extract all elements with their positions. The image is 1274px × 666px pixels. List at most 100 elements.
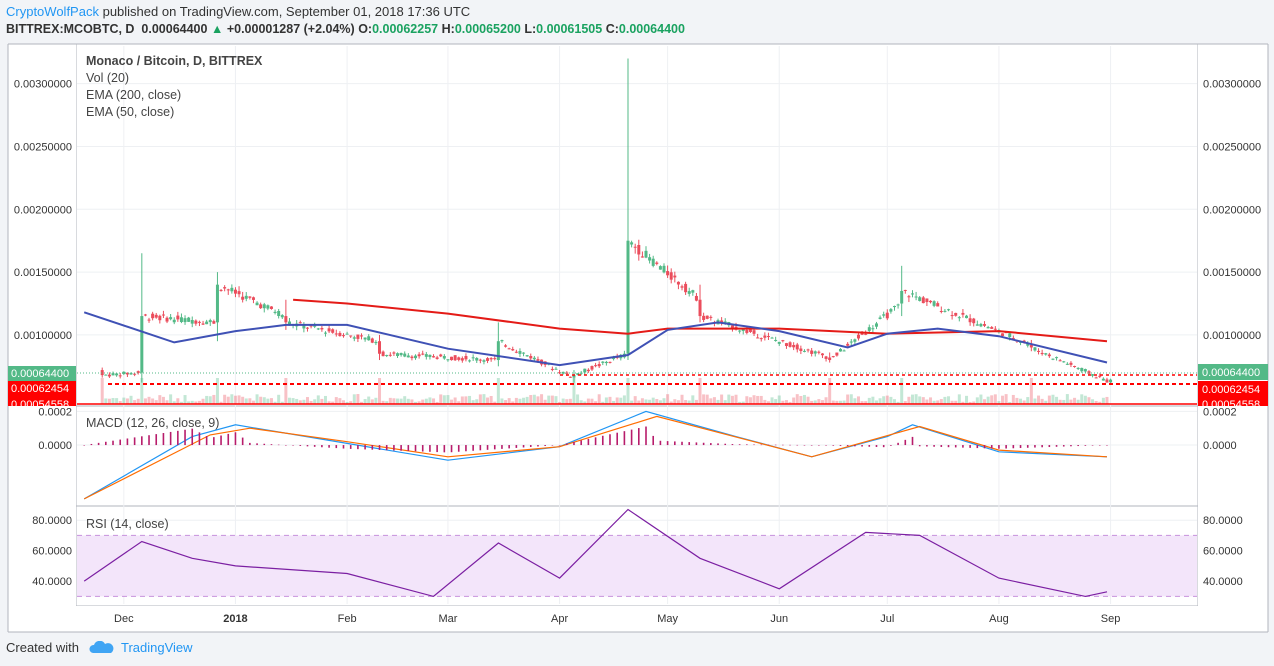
macd-hist-bar bbox=[529, 445, 532, 447]
time-tick-label: Aug bbox=[989, 613, 1009, 625]
volume-bar bbox=[709, 398, 713, 404]
candle-body bbox=[298, 322, 302, 324]
volume-bar bbox=[403, 396, 407, 404]
macd-hist-bar bbox=[306, 445, 309, 447]
right-axis[interactable] bbox=[1198, 44, 1268, 606]
candle-body bbox=[644, 250, 648, 258]
macd-hist-bar bbox=[926, 445, 928, 447]
tradingview-cloud-icon bbox=[89, 640, 114, 653]
candle-body bbox=[774, 339, 778, 341]
volume-bar bbox=[676, 400, 680, 404]
volume-bar bbox=[244, 398, 248, 404]
tradingview-link[interactable]: TradingView bbox=[120, 640, 193, 655]
volume-bar bbox=[921, 397, 925, 404]
candle-body bbox=[889, 309, 893, 312]
ohlc-header: BITTREX:MCOBTC, D 0.00064400 ▲ +0.000012… bbox=[6, 22, 685, 36]
volume-bar bbox=[1026, 397, 1030, 404]
volume-bar bbox=[1076, 399, 1080, 404]
left-level-price: 0.00062454 bbox=[11, 383, 69, 395]
volume-bar bbox=[619, 397, 623, 404]
rsi-tick-label: 40.0000 bbox=[1203, 576, 1243, 588]
right-current-price: 0.00064400 bbox=[1202, 367, 1260, 379]
volume-bar bbox=[219, 401, 223, 404]
macd-hist-bar bbox=[969, 445, 971, 448]
macd-hist-bar bbox=[674, 441, 676, 446]
candle-body bbox=[694, 295, 698, 301]
volume-bar bbox=[277, 394, 281, 404]
candle-body bbox=[892, 305, 896, 308]
macd-hist-bar bbox=[313, 445, 316, 447]
volume-bar bbox=[187, 401, 191, 404]
candle-body bbox=[748, 329, 752, 332]
volume-bar bbox=[712, 397, 716, 404]
volume-bar bbox=[107, 398, 111, 404]
candle-body bbox=[309, 325, 313, 327]
volume-bar bbox=[878, 398, 882, 404]
time-axis[interactable] bbox=[8, 606, 1268, 632]
volume-bar bbox=[705, 394, 709, 404]
last-price: 0.00064400 bbox=[141, 22, 208, 36]
volume-bar bbox=[385, 401, 389, 404]
candle-body bbox=[374, 341, 378, 344]
volume-bar bbox=[993, 394, 997, 404]
volume-bar bbox=[1083, 395, 1087, 404]
macd-hist-bar bbox=[587, 438, 590, 446]
legend-macd[interactable]: MACD (12, 26, close, 9) bbox=[86, 416, 219, 430]
candle-body bbox=[838, 348, 842, 352]
candle-body bbox=[820, 353, 824, 356]
candle-body bbox=[176, 315, 180, 320]
legend-ema200[interactable]: EMA (200, close) bbox=[86, 88, 181, 102]
macd-hist-bar bbox=[580, 440, 582, 446]
volume-bar bbox=[421, 399, 425, 404]
indicator-lines bbox=[83, 298, 1108, 598]
candle-body bbox=[853, 339, 857, 342]
volume-bar bbox=[457, 401, 461, 404]
macd-hist-bar bbox=[710, 443, 712, 446]
candle-body bbox=[172, 319, 176, 323]
volume-bar bbox=[907, 396, 911, 404]
candle-body bbox=[406, 355, 410, 358]
candle-body bbox=[205, 321, 209, 325]
legend-vol[interactable]: Vol (20) bbox=[86, 71, 129, 85]
macd-hist-bar bbox=[177, 430, 179, 446]
close-label: C: bbox=[605, 22, 619, 36]
candle-body bbox=[766, 336, 770, 338]
volume-bar bbox=[1051, 394, 1055, 404]
macd-pane[interactable] bbox=[75, 405, 1199, 507]
author-link[interactable]: CryptoWolfPack bbox=[6, 4, 99, 19]
macd-hist-bar bbox=[717, 443, 719, 446]
macd-hist-bar bbox=[1034, 445, 1036, 448]
candle-body bbox=[666, 271, 670, 276]
volume-bar bbox=[637, 400, 641, 404]
legend-ema50[interactable]: EMA (50, close) bbox=[86, 105, 174, 119]
volume-bar bbox=[378, 378, 382, 404]
candle-body bbox=[381, 351, 385, 357]
volume-bar bbox=[475, 399, 479, 404]
candle-body bbox=[554, 368, 558, 370]
candle-body bbox=[356, 334, 360, 339]
volume-bar bbox=[1091, 399, 1095, 404]
candle-body bbox=[932, 301, 936, 306]
volume-bar bbox=[525, 396, 529, 404]
volume-bar bbox=[853, 398, 857, 404]
candle-body bbox=[691, 290, 695, 293]
volume-bar bbox=[338, 398, 342, 404]
candle-body bbox=[687, 291, 691, 294]
candle-body bbox=[1062, 361, 1066, 363]
candle-body bbox=[777, 341, 781, 344]
macd-hist-bar bbox=[933, 445, 935, 447]
volume-bar bbox=[327, 401, 331, 404]
candle-body bbox=[1029, 344, 1033, 348]
legend-rsi[interactable]: RSI (14, close) bbox=[86, 517, 169, 531]
candle-body bbox=[550, 368, 554, 370]
price-pane[interactable] bbox=[75, 43, 1199, 407]
candle-body bbox=[907, 296, 911, 298]
candle-body bbox=[410, 356, 414, 359]
candle-body bbox=[1083, 369, 1087, 372]
left-axis[interactable] bbox=[8, 44, 76, 606]
candle-body bbox=[140, 316, 144, 373]
macd-hist-bar bbox=[1005, 445, 1007, 449]
macd-tick-label: 0.0000 bbox=[1203, 440, 1237, 452]
volume-bar bbox=[929, 397, 933, 404]
